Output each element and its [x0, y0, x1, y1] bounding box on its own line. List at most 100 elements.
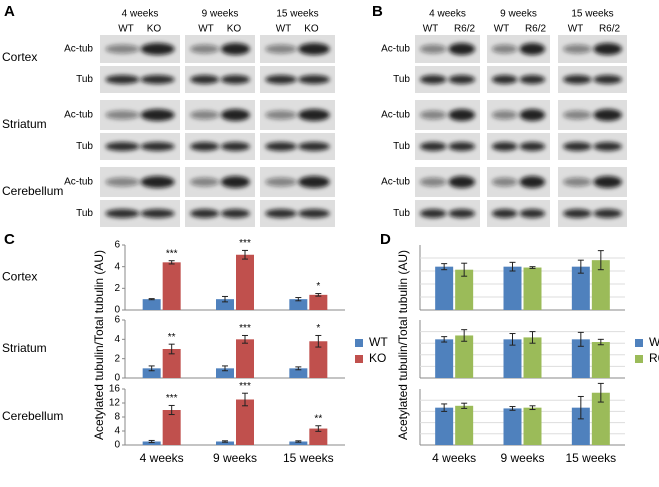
blot-band	[563, 142, 592, 151]
bar	[455, 335, 474, 378]
bar	[162, 262, 181, 310]
blot-band	[140, 142, 175, 151]
blot-band	[519, 209, 546, 218]
bar	[142, 441, 161, 445]
legend-label: WT	[649, 335, 659, 349]
blot-band	[519, 75, 546, 84]
blot-band	[519, 142, 546, 151]
y-tick-label: 4	[114, 334, 120, 345]
blot-band	[593, 209, 622, 218]
blot-band	[448, 176, 476, 188]
blot-band	[190, 177, 220, 187]
blot-band	[519, 176, 546, 188]
band-label: Tub	[393, 74, 410, 85]
blot-band	[220, 176, 250, 188]
bar	[236, 399, 254, 445]
blot-band	[448, 43, 476, 55]
age-label: 15 weeks	[571, 9, 613, 20]
blot-band	[419, 142, 447, 151]
significance: *	[316, 281, 320, 292]
bar	[523, 267, 542, 310]
chart-title: Cerebellum	[2, 409, 63, 423]
blot-band	[593, 176, 622, 188]
blot-band	[491, 44, 518, 54]
bar	[455, 269, 474, 310]
blot-band	[563, 177, 592, 187]
legend-swatch	[355, 339, 363, 347]
chart-title: Cortex	[2, 270, 37, 284]
blot-band	[593, 43, 622, 55]
significance: ***	[239, 323, 251, 334]
blot-band	[190, 142, 220, 151]
blot-band	[105, 177, 140, 187]
band-label: Ac-tub	[64, 110, 93, 121]
blot-band	[265, 142, 297, 151]
bar	[289, 299, 308, 310]
band-label: Tub	[76, 74, 93, 85]
significance: ***	[166, 248, 178, 259]
band-label: Tub	[393, 141, 410, 152]
blot-band	[140, 43, 175, 55]
legend-label: KO	[369, 351, 386, 365]
y-tick-label: 0	[114, 373, 120, 384]
genotype-label: R6/2	[525, 24, 547, 35]
bar	[162, 410, 181, 445]
bar	[142, 368, 161, 378]
bar	[503, 266, 522, 310]
x-tick-label: 4 weeks	[140, 451, 184, 465]
blot-band	[519, 43, 546, 55]
blot-band	[563, 110, 592, 120]
blot-band	[265, 209, 297, 218]
x-tick-label: 15 weeks	[283, 451, 334, 465]
bar	[591, 342, 610, 378]
blot-band	[190, 44, 220, 54]
bar	[289, 441, 308, 445]
blot-band	[105, 209, 140, 218]
legend-label: R6/2	[649, 351, 659, 365]
significance: ***	[239, 238, 251, 249]
bar	[309, 428, 328, 445]
bar	[289, 368, 308, 378]
blot-band	[519, 109, 546, 121]
y-tick-label: 6	[114, 240, 120, 251]
age-label: 4 weeks	[429, 9, 466, 20]
blot-band	[140, 176, 175, 188]
blot-band	[563, 44, 592, 54]
x-tick-label: 9 weeks	[500, 451, 544, 465]
bar	[435, 266, 454, 310]
blot-band	[448, 109, 476, 121]
band-label: Ac-tub	[381, 44, 410, 55]
bar	[523, 407, 542, 445]
blot-band	[491, 209, 518, 218]
genotype-label: WT	[276, 24, 292, 35]
blot-band	[140, 109, 175, 121]
x-tick-label: 9 weeks	[213, 451, 257, 465]
genotype-label: WT	[494, 24, 510, 35]
significance: **	[314, 413, 322, 424]
significance: *	[316, 323, 320, 334]
genotype-label: WT	[118, 24, 134, 35]
blot-band	[220, 43, 250, 55]
blot-band	[298, 176, 330, 188]
y-tick-label: 6	[114, 315, 120, 326]
genotype-label: WT	[568, 24, 584, 35]
blot-band	[298, 209, 330, 218]
bar	[216, 368, 234, 378]
y-axis-label: Acetylated tubulin/Total tubulin (AU)	[92, 250, 106, 440]
genotype-label: KO	[147, 24, 162, 35]
bar	[309, 294, 328, 310]
y-tick-label: 8	[114, 412, 120, 423]
x-tick-label: 15 weeks	[565, 451, 616, 465]
band-label: Tub	[76, 208, 93, 219]
legend-swatch	[355, 355, 363, 363]
blot-band	[140, 209, 175, 218]
x-tick-label: 4 weeks	[432, 451, 476, 465]
blot-band	[419, 177, 447, 187]
y-tick-label: 0	[114, 440, 120, 451]
blot-band	[105, 75, 140, 84]
bar	[571, 266, 590, 310]
bar	[236, 254, 254, 310]
y-axis-label: Acetylated tubulin/Total tubulin (AU)	[396, 250, 410, 440]
blot-band	[265, 177, 297, 187]
